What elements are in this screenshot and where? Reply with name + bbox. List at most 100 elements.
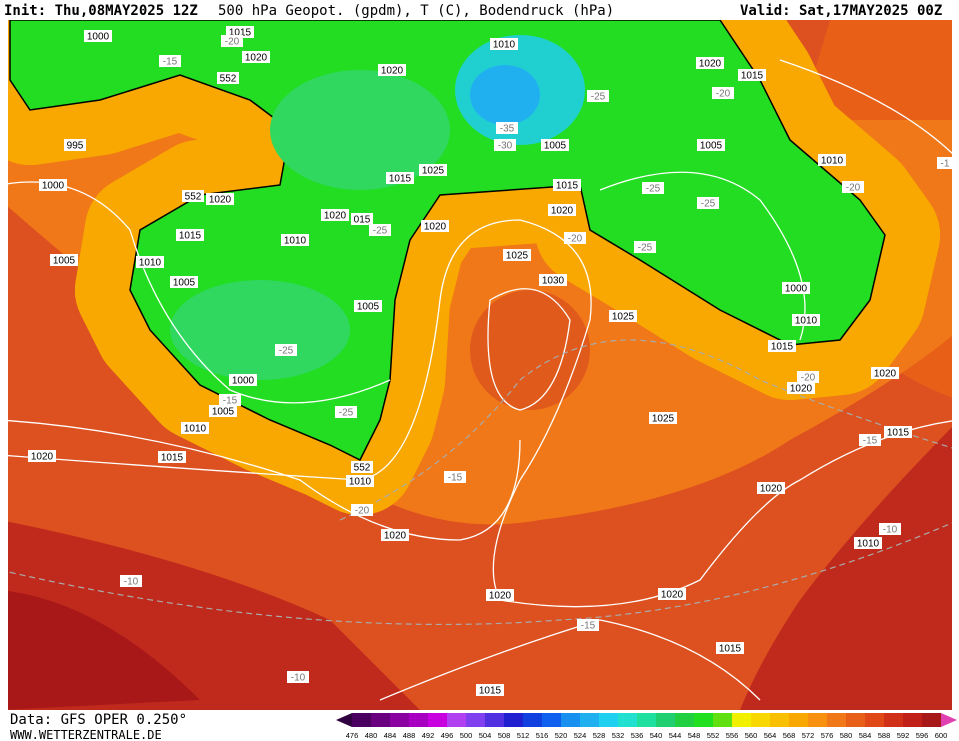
temperature-label-box (369, 224, 391, 236)
colorbar-label: 520 (555, 731, 568, 740)
colorbar-label: 496 (441, 731, 454, 740)
pressure-label: 1015 (556, 181, 579, 192)
pressure-label: 1025 (652, 414, 675, 425)
temperature-label-box (444, 471, 466, 483)
high-core (470, 290, 590, 410)
pressure-label-box (649, 412, 677, 424)
pressure-label-box (206, 193, 234, 205)
temperature-label-box (494, 139, 516, 151)
pressure-label: 1000 (87, 32, 110, 43)
pressure-label: 1015 (229, 28, 252, 39)
pressure-label: 1015 (161, 453, 184, 464)
pressure-label-box (158, 451, 186, 463)
colorbar-label: 588 (878, 731, 891, 740)
dark-red-east (740, 427, 952, 710)
pressure-label-box (697, 139, 725, 151)
colorbar-swatch (770, 713, 789, 727)
pressure-label-box (351, 461, 373, 473)
pressure-label: 1010 (284, 236, 307, 247)
pressure-label: 1030 (542, 276, 565, 287)
temperature-label-box (797, 371, 819, 383)
pressure-label: 1020 (209, 195, 232, 206)
temperature-label: -20 (716, 89, 731, 100)
colorbar-label: 548 (688, 731, 701, 740)
pressure-label: 1015 (479, 686, 502, 697)
map-labels: 1000 1015 1020 552 995 1000 552 1020 1015 1010 100… (28, 26, 953, 697)
isotherms (8, 339, 952, 626)
colorbar-low-arrow (336, 713, 352, 727)
pressure-label: 1020 (874, 369, 897, 380)
colorbar-swatch (618, 713, 637, 727)
website: WWW.WETTERZENTRALE.DE (10, 728, 162, 741)
pressure-label: 1010 (139, 258, 162, 269)
colorbar-swatch (485, 713, 504, 727)
colorbar-label: 592 (897, 731, 910, 740)
colorbar-swatch (371, 713, 390, 727)
colorbar-label: 512 (517, 731, 530, 740)
colorbar-swatch (846, 713, 865, 727)
colorbar-label: 568 (783, 731, 796, 740)
colorbar-label: 540 (650, 731, 663, 740)
colorbar-label: 584 (859, 731, 872, 740)
pressure-label-box (476, 684, 504, 696)
colorbar-label: 488 (403, 731, 416, 740)
colorbar-swatch (903, 713, 922, 727)
pressure-label-box (170, 276, 198, 288)
colorbar-swatch (542, 713, 561, 727)
temperature-label: -1 (941, 159, 950, 170)
colorbar-swatch (656, 713, 675, 727)
temperature-label: -25 (646, 184, 661, 195)
temperature-label: -25 (591, 92, 606, 103)
colorbar-label: 596 (916, 731, 929, 740)
temperature-label: -15 (223, 396, 238, 407)
temperature-label-box (634, 241, 656, 253)
pressure-label: 1020 (245, 53, 268, 64)
colorbar-swatch (751, 713, 770, 727)
colorbar-swatch (884, 713, 903, 727)
pressure-label: 1010 (349, 477, 372, 488)
colorbar-label: 576 (821, 731, 834, 740)
pressure-label: 1020 (489, 591, 512, 602)
pressure-label-box (787, 382, 815, 394)
colorbar-swatch (447, 713, 466, 727)
temperature-label-box (335, 406, 357, 418)
colorbar-swatch (808, 713, 827, 727)
pressure-label-box (242, 51, 270, 63)
temperature-label-box (159, 55, 181, 67)
pressure-label: 1005 (212, 407, 235, 418)
colorbar-label: 532 (612, 731, 625, 740)
data-source: Data: GFS OPER 0.250° (10, 712, 187, 728)
pressure-label-box (378, 64, 406, 76)
colorbar-label: 492 (422, 731, 435, 740)
temperature-label-box (564, 232, 586, 244)
pressure-label: 995 (67, 141, 84, 152)
colorbar-swatch (599, 713, 618, 727)
pressure-label-box (486, 589, 514, 601)
pressure-label: 1015 (741, 71, 764, 82)
colorbar-swatch (352, 713, 371, 727)
pressure-label-box (541, 139, 569, 151)
temperature-label: -25 (339, 408, 354, 419)
pressure-label: 1015 (771, 342, 794, 353)
temperature-label-box (219, 394, 241, 406)
temperature-label: -25 (638, 243, 653, 254)
colorbar-label: 528 (593, 731, 606, 740)
temperature-label: -20 (225, 37, 240, 48)
pressure-label-box (229, 374, 257, 386)
pressure-label-box (782, 282, 810, 294)
colorbar-swatch (561, 713, 580, 727)
init-time: Init: Thu,08MAY2025 12Z (4, 3, 198, 19)
temperature-label-box (712, 87, 734, 99)
pressure-label-box (553, 179, 581, 191)
colorbar-label: 524 (574, 731, 587, 740)
pressure-label-box (39, 179, 67, 191)
pressure-label-box (818, 154, 846, 166)
colorbar-label: 556 (726, 731, 739, 740)
colorbar-high-arrow (941, 713, 957, 727)
pressure-label: 1010 (184, 424, 207, 435)
temperature-label-box (221, 35, 243, 47)
temperature-label-box (287, 671, 309, 683)
colorbar-swatch (466, 713, 485, 727)
colorbar-label: 508 (498, 731, 511, 740)
